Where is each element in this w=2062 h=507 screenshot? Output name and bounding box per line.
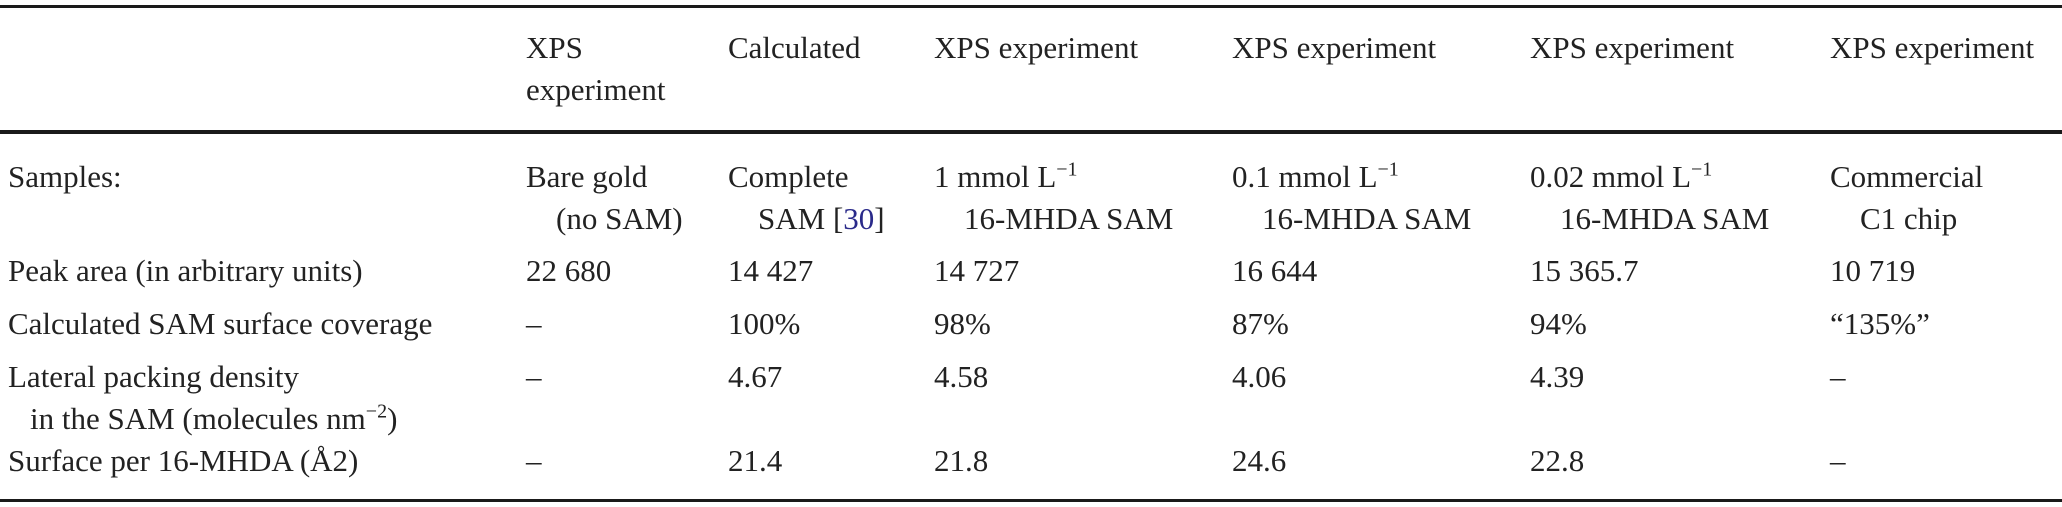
table-cell: 4.67 [728, 359, 783, 394]
table-cell: 98% [934, 306, 991, 341]
sample-cell-commercial-c1: Commercial C1 chip [1830, 159, 1984, 236]
table-cell: 14 427 [728, 253, 814, 288]
citation-link[interactable]: 30 [843, 201, 875, 236]
table-header-rule [0, 130, 2062, 134]
header-cell-xps-experiment-3: XPS experiment [1232, 30, 1437, 65]
table-top-rule [0, 5, 2062, 8]
table-cell: 10 719 [1830, 253, 1916, 288]
table-cell: 21.8 [934, 443, 989, 478]
table-cell: 14 727 [934, 253, 1020, 288]
sample-cell-0-1-mmol: 0.1 mmol L−1 16-MHDA SAM [1232, 158, 1472, 236]
table-cell: 4.39 [1530, 359, 1585, 394]
table-cell: “135%” [1830, 306, 1930, 341]
table-cell: 16 644 [1232, 253, 1318, 288]
row-label-packing-density: Lateral packing density in the SAM (mole… [8, 359, 398, 436]
table-cell: 4.06 [1232, 359, 1287, 394]
table-cell: 22 680 [526, 253, 612, 288]
row-label-surface-coverage: Calculated SAM surface coverage [8, 306, 433, 341]
header-cell-xps-experiment-2: XPS experiment [934, 30, 1139, 65]
table-cell: 100% [728, 306, 801, 341]
table-cell: – [526, 359, 542, 394]
sample-cell-1-mmol: 1 mmol L−1 16-MHDA SAM [934, 158, 1174, 236]
table-cell: 15 365.7 [1530, 253, 1639, 288]
table-cell: 21.4 [728, 443, 783, 478]
table-cell: 22.8 [1530, 443, 1585, 478]
table-cell: 24.6 [1232, 443, 1287, 478]
sample-cell-bare-gold: Bare gold (no SAM) [526, 159, 683, 236]
header-cell-xps-experiment-1: XPS experiment [526, 30, 666, 107]
row-label-peak-area: Peak area (in arbitrary units) [8, 253, 363, 288]
table-cell: 87% [1232, 306, 1289, 341]
row-label-surface-per-molecule: Surface per 16-MHDA (Å2) [8, 443, 359, 478]
table-cell: 94% [1530, 306, 1587, 341]
sample-cell-complete-sam: Complete SAM [30] [728, 159, 885, 236]
table-bottom-rule [0, 499, 2062, 502]
header-cell-xps-experiment-4: XPS experiment [1530, 30, 1735, 65]
table-cell: 4.58 [934, 359, 989, 394]
header-cell-calculated: Calculated [728, 30, 861, 65]
table-cell: – [1830, 359, 1846, 394]
sample-cell-0-02-mmol: 0.02 mmol L−1 16-MHDA SAM [1530, 158, 1770, 236]
table-cell: – [526, 306, 542, 341]
table-cell: – [526, 443, 542, 478]
row-label-samples: Samples: [8, 159, 122, 194]
table-cell: – [1830, 443, 1846, 478]
header-cell-xps-experiment-5: XPS experiment [1830, 30, 2035, 65]
